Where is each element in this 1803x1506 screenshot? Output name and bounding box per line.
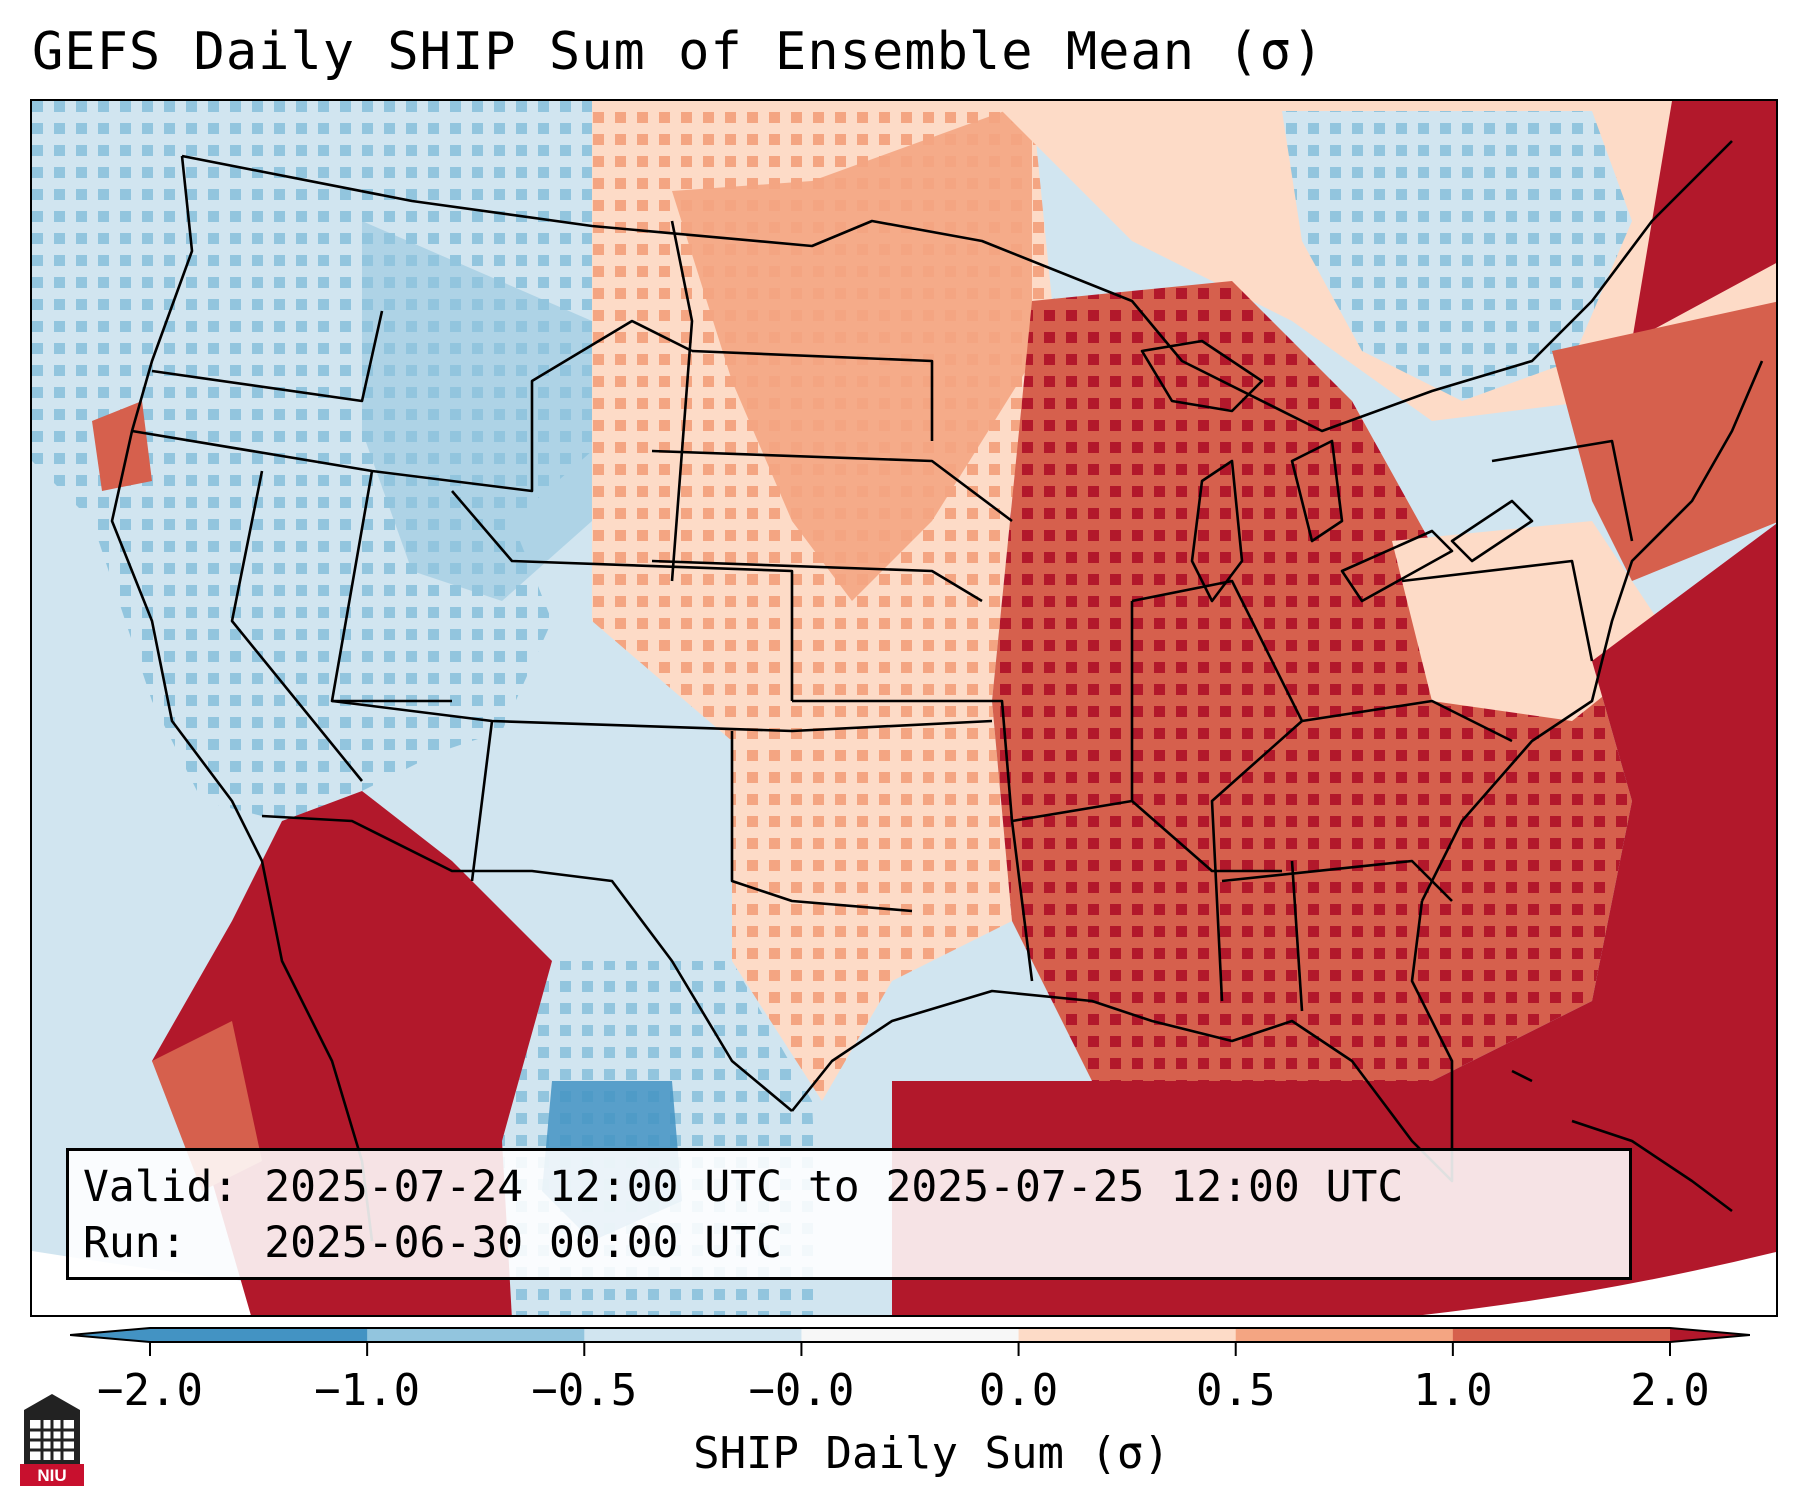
ship-field-map bbox=[32, 101, 1776, 1315]
colorbar-segment bbox=[367, 1328, 585, 1342]
colorbar-segment bbox=[801, 1328, 1020, 1342]
colorbar-ticks bbox=[149, 1342, 1671, 1356]
valid-time-text: Valid: 2025-07-24 12:00 UTC to 2025-07-2… bbox=[83, 1162, 1404, 1212]
colorbar-label: SHIP Daily Sum (σ) bbox=[693, 1428, 1170, 1479]
colorbar-tick-label: 0.5 bbox=[1195, 1365, 1276, 1416]
map-panel bbox=[30, 99, 1778, 1317]
colorbar-tick-label: −0.0 bbox=[748, 1365, 855, 1416]
colorbar-tick-label: 2.0 bbox=[1630, 1365, 1710, 1416]
field-region-newengland-red bbox=[1552, 301, 1776, 581]
run-time-text: Run: 2025-06-30 00:00 UTC bbox=[83, 1218, 782, 1268]
colorbar-tick-label: 1.0 bbox=[1413, 1365, 1493, 1416]
projection-edge bbox=[32, 1251, 1776, 1315]
field-region-pacific-red-spot bbox=[92, 401, 152, 491]
field-region-quebec-lightblue bbox=[1282, 111, 1632, 401]
colorbar-tick-label: −2.0 bbox=[97, 1365, 203, 1416]
field-region-atlantic-gulf-darkred bbox=[892, 523, 1776, 1315]
colorbar-segment bbox=[150, 1328, 368, 1342]
colorbar-extend-low bbox=[70, 1328, 150, 1342]
colorbar-tick-label: −1.0 bbox=[314, 1365, 421, 1416]
colorbar-segment bbox=[1235, 1328, 1454, 1342]
colorbar-tick-label: −0.5 bbox=[531, 1365, 638, 1416]
colorbar-outline bbox=[70, 1327, 1750, 1343]
colorbar-segment bbox=[1452, 1328, 1671, 1342]
field-region-rockies-blue bbox=[362, 221, 592, 601]
field-region-southwest-lightblue bbox=[362, 731, 732, 961]
colorbar-segment bbox=[584, 1328, 802, 1342]
map-title: GEFS Daily SHIP Sum of Ensemble Mean (σ) bbox=[32, 22, 1325, 82]
colorbar-tick-label: 0.0 bbox=[978, 1365, 1059, 1416]
colorbar-segments bbox=[70, 1328, 1750, 1342]
field-region-northcentral-red bbox=[672, 101, 1032, 601]
colorbar-extend-high bbox=[1670, 1328, 1750, 1342]
colorbar-segment bbox=[1018, 1328, 1237, 1342]
field-region-stlawrence-darkred bbox=[1632, 101, 1776, 341]
validity-info-box: Valid: 2025-07-24 12:00 UTC to 2025-07-2… bbox=[66, 1148, 1632, 1280]
field-region-midwest-red bbox=[992, 281, 1632, 1081]
coastlines-borders bbox=[110, 140, 1764, 1242]
university-building-icon: NIU bbox=[20, 1394, 84, 1486]
logo-text: NIU bbox=[37, 1466, 66, 1485]
colorbar bbox=[70, 1327, 1750, 1356]
